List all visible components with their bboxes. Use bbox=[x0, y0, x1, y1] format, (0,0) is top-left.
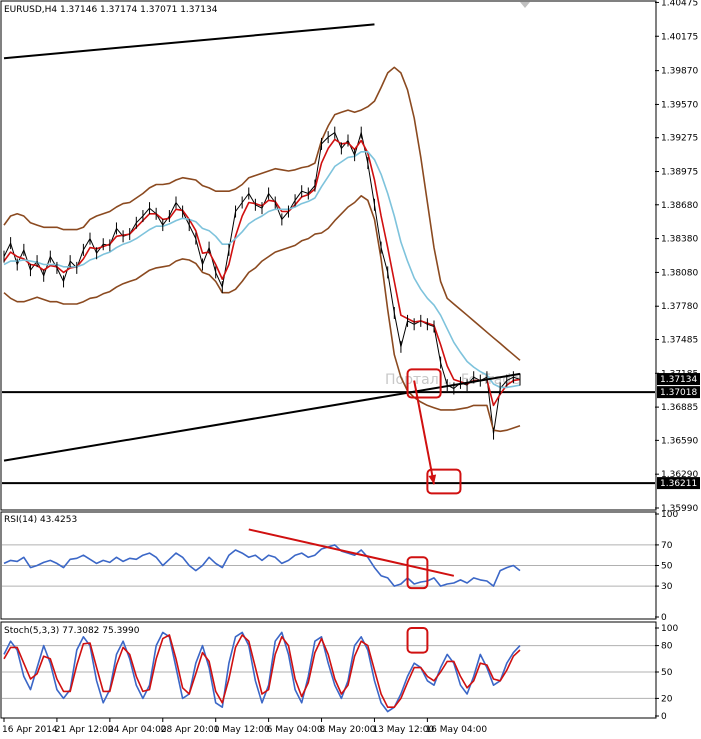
y-tick-label: 1.36290 bbox=[661, 470, 698, 480]
x-tick-label: 24 Apr 04:00 bbox=[108, 725, 167, 735]
y-tick-label: 1.35990 bbox=[661, 504, 698, 514]
y-tick-label: 1.37780 bbox=[661, 302, 698, 312]
trend-line bbox=[3, 23, 375, 60]
y-tick-label: 0 bbox=[661, 613, 667, 623]
series--d bbox=[3, 634, 521, 709]
price-tag-bg bbox=[657, 477, 700, 490]
stoch-pane-border bbox=[0, 621, 657, 719]
y-tick-label: 80 bbox=[661, 642, 673, 652]
series-bb-lower bbox=[3, 195, 521, 433]
y-tick-label: 100 bbox=[661, 510, 678, 520]
x-tick-label: 16 Apr 2014 bbox=[2, 725, 58, 735]
y-tick-label: 1.39870 bbox=[661, 67, 698, 77]
y-tick-label: 1.40475 bbox=[661, 0, 698, 8]
price-pane-border bbox=[0, 0, 657, 511]
highlight-box bbox=[406, 368, 442, 399]
y-tick-label: 70 bbox=[661, 541, 673, 551]
y-tick-label: 1.38680 bbox=[661, 201, 698, 211]
stoch-pane-title: Stoch(5,3,3) 77.3082 75.3990 bbox=[4, 626, 140, 636]
y-tick-label: 1.38080 bbox=[661, 268, 698, 278]
y-tick-label: 1.38975 bbox=[661, 168, 698, 178]
x-tick-label: 13 May 12:00 bbox=[372, 725, 434, 735]
highlight-box bbox=[426, 468, 462, 495]
price-tag: 1.37134 bbox=[657, 373, 700, 386]
rsi-pane: 100 70 50 30 0 bbox=[2, 510, 678, 623]
trend-line bbox=[248, 528, 455, 577]
price-tag: 1.37018 bbox=[657, 386, 700, 399]
rsi-pane-title: RSI(14) 43.4253 bbox=[4, 515, 77, 525]
x-tick-label: 8 May 20:00 bbox=[320, 725, 376, 735]
y-tick-label: 1.37485 bbox=[661, 335, 698, 345]
y-tick-label: 1.39275 bbox=[661, 134, 698, 144]
x-tick-label: 16 May 04:00 bbox=[425, 725, 487, 735]
series-rsi-14- bbox=[3, 544, 521, 587]
price-tag-bg bbox=[657, 386, 700, 399]
y-tick-label: 20 bbox=[661, 694, 673, 704]
y-tick-label: 1.36590 bbox=[661, 436, 698, 446]
highlight-box bbox=[406, 556, 429, 590]
highlight-box bbox=[406, 627, 429, 654]
series-ma-fast bbox=[3, 138, 521, 407]
y-tick-label: 50 bbox=[661, 668, 673, 678]
price-pane-title: EURUSD,H4 1.37146 1.37174 1.37071 1.3713… bbox=[4, 5, 218, 15]
y-tick-label: 1.36885 bbox=[661, 403, 698, 413]
y-tick-label: 1.38380 bbox=[661, 235, 698, 245]
x-tick-label: 21 Apr 12:00 bbox=[55, 725, 114, 735]
price-tag-label: 1.36211 bbox=[660, 479, 697, 489]
y-tick-label: 50 bbox=[661, 562, 673, 572]
y-tick-label: 1.39570 bbox=[661, 100, 698, 110]
series-ma-slow bbox=[3, 151, 521, 389]
y-tick-label: 1.40175 bbox=[661, 32, 698, 42]
price-pane: 1.40475 1.40175 1.39870 1.39570 1.39275 1.389… bbox=[2, 0, 700, 514]
price-tag-bg bbox=[657, 373, 700, 386]
arrow-head-icon bbox=[428, 474, 437, 485]
watermark-text: Портал ... Fo Trade bbox=[385, 372, 520, 388]
y-tick-label: 30 bbox=[661, 582, 673, 592]
trend-line bbox=[3, 372, 521, 462]
series-close bbox=[3, 132, 521, 435]
y-tick-label: 100 bbox=[661, 624, 678, 634]
price-tag-label: 1.37134 bbox=[660, 375, 697, 385]
x-tick-label: 6 May 04:00 bbox=[267, 725, 323, 735]
x-tick-label: 28 Apr 20:00 bbox=[161, 725, 220, 735]
scroll-marker-icon[interactable] bbox=[520, 2, 530, 8]
price-tag: 1.36211 bbox=[657, 477, 700, 490]
stoch-pane: 100 80 50 20 0 bbox=[2, 624, 678, 722]
series-bb-upper bbox=[3, 66, 521, 361]
price-tag-label: 1.37018 bbox=[660, 388, 697, 398]
y-tick-label: 0 bbox=[661, 712, 667, 722]
x-tick-label: 1 May 12:00 bbox=[214, 725, 270, 735]
